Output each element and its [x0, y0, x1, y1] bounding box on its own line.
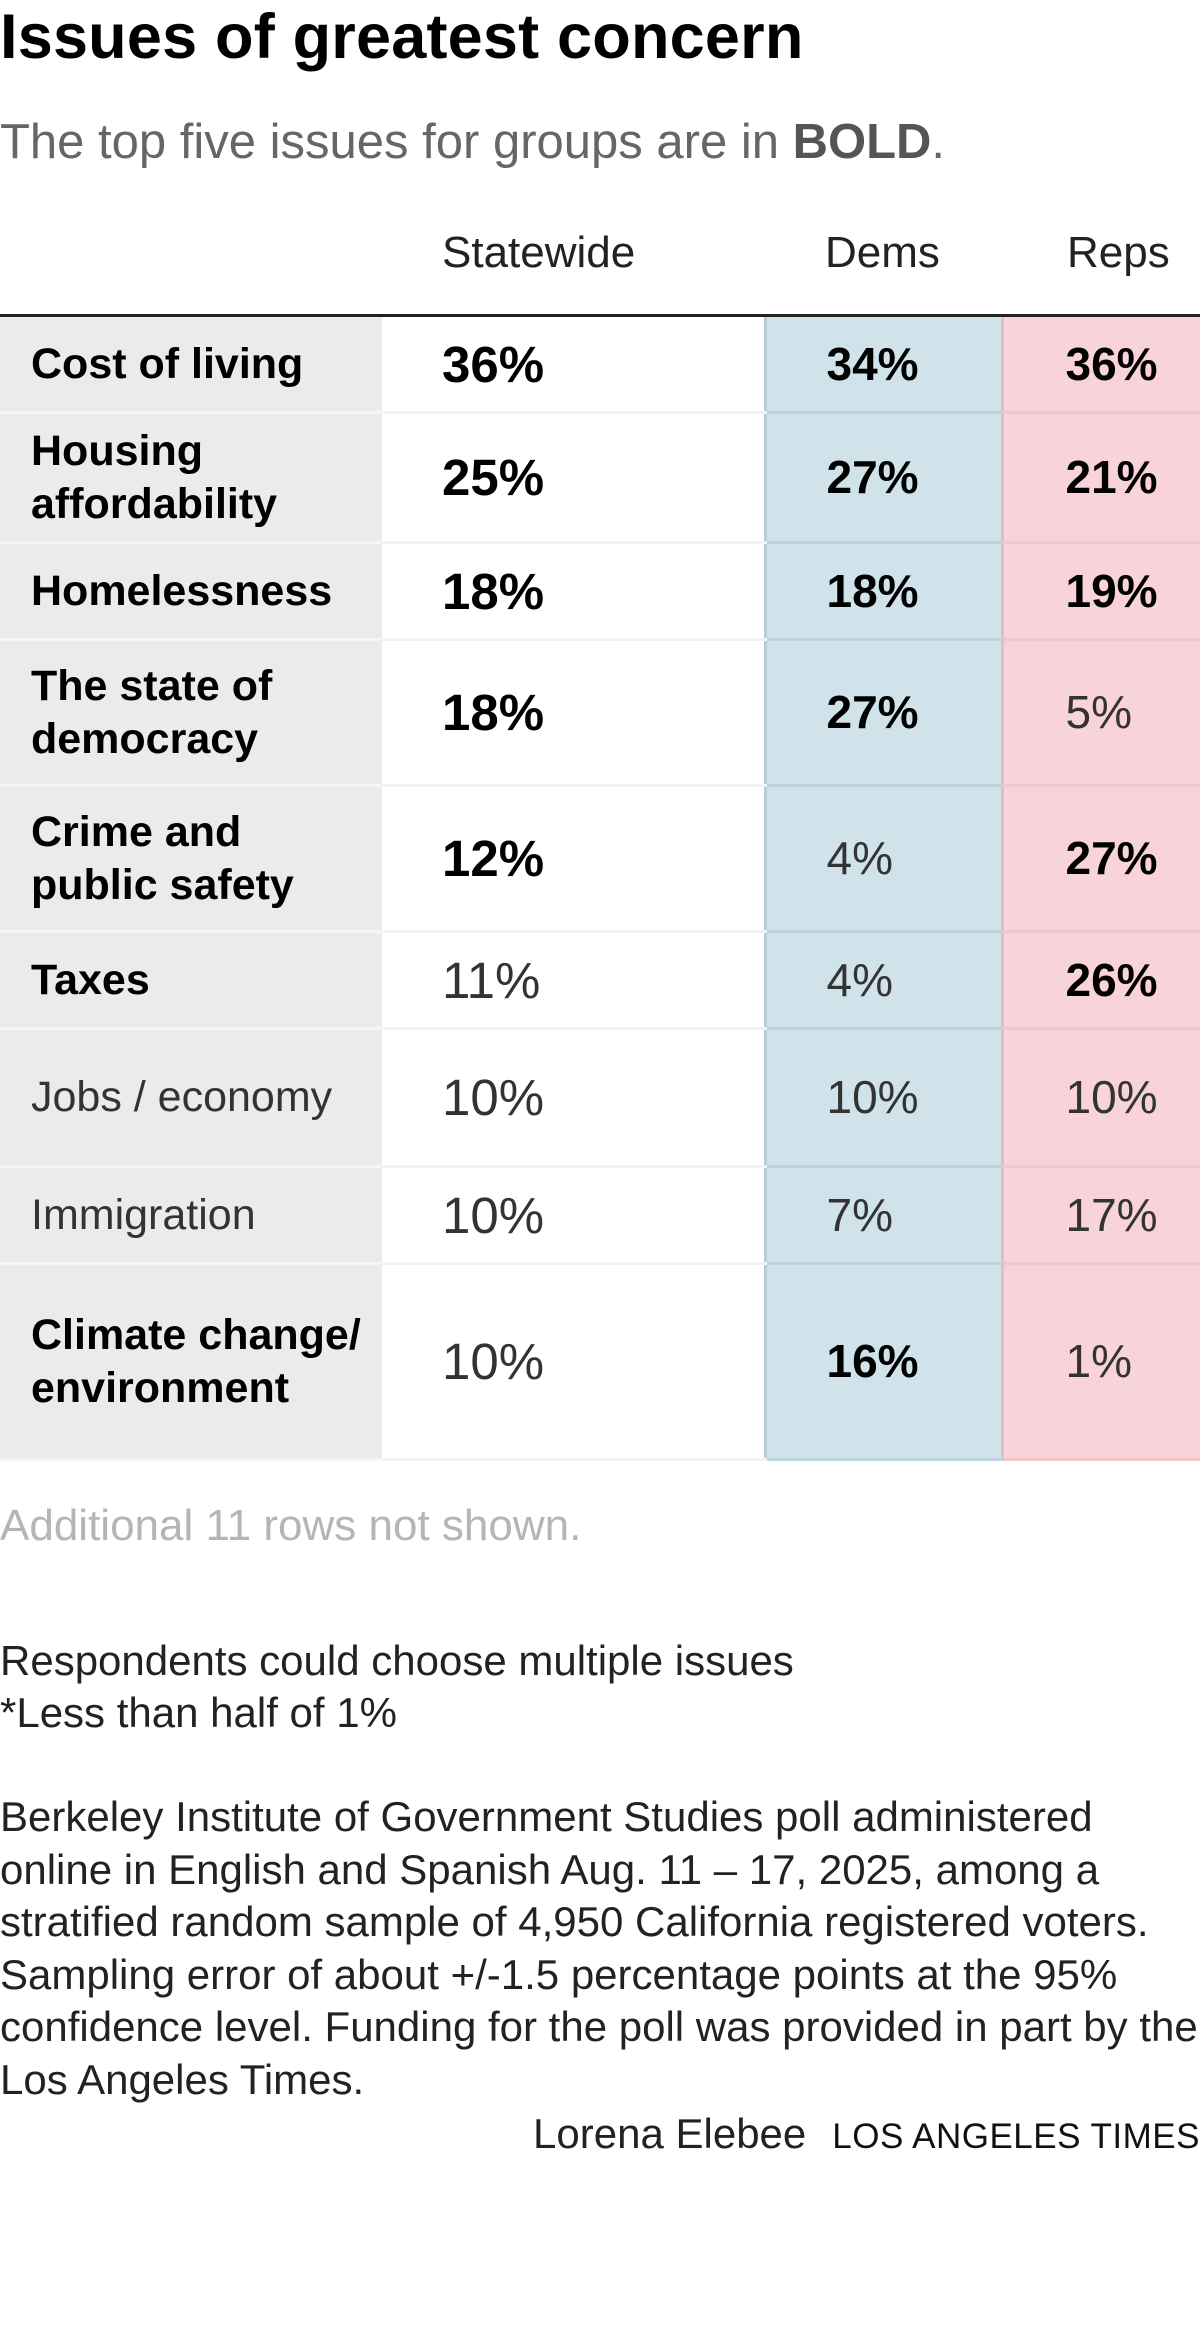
notes: Respondents could choose multiple issues… [0, 1635, 1200, 1739]
subtitle-text: The top five issues for groups are in [0, 115, 793, 169]
row-label: Homelessness [0, 542, 382, 641]
cell-statewide: 25% [382, 412, 765, 544]
row-label: Jobs / economy [0, 1028, 382, 1168]
row-label: Crime and public safety [0, 785, 382, 933]
page-title: Issues of greatest concern [0, 2, 804, 72]
issues-table-body: Cost of living 36% 34% 36% Housing affordabi… [0, 315, 1200, 1461]
issues-table: Statewide Dems Reps Cost of living 36% 34%… [0, 228, 1200, 1461]
table-row: Crime and public safety 12% 4% 27% [0, 785, 1200, 933]
cell-dems: 34% [763, 315, 1002, 414]
table-row: Taxes 11% 4% 26% [0, 931, 1200, 1030]
column-header-dems: Dems [765, 228, 1002, 317]
subtitle-end: . [931, 115, 946, 169]
table-row: Homelessness 18% 18% 19% [0, 542, 1200, 641]
column-header-reps: Reps [1002, 228, 1200, 317]
cell-statewide: 18% [382, 542, 765, 641]
brand-credit: LOS ANGELES TIMES [832, 2117, 1200, 2156]
row-label: Housing affordability [0, 412, 382, 544]
subtitle-bold-word: BOLD [792, 115, 932, 169]
column-header-issue [0, 228, 382, 317]
cell-reps: 1% [1000, 1263, 1200, 1461]
cell-statewide: 10% [382, 1028, 765, 1168]
cell-dems: 16% [763, 1263, 1002, 1461]
cell-reps: 27% [1000, 785, 1200, 933]
table-row: Housing affordability 25% 27% 21% [0, 412, 1200, 544]
cell-dems: 27% [763, 412, 1002, 544]
row-label: The state of democracy [0, 639, 382, 787]
graphic: Issues of greatest concern The top five … [0, 2, 1200, 2163]
cell-dems: 10% [763, 1028, 1002, 1168]
note-multiple-issues: Respondents could choose multiple issues [0, 1637, 794, 1684]
cell-reps: 19% [1000, 542, 1200, 641]
table-row: Climate change/ environment 10% 16% 1% [0, 1263, 1200, 1461]
subtitle: The top five issues for groups are in BO… [0, 114, 1200, 170]
row-label: Climate change/ environment [0, 1263, 382, 1461]
cell-statewide: 11% [382, 931, 765, 1030]
cell-dems: 4% [763, 931, 1002, 1030]
row-label: Taxes [0, 931, 382, 1030]
cell-reps: 26% [1000, 931, 1200, 1030]
cell-statewide: 12% [382, 785, 765, 933]
cell-statewide: 10% [382, 1166, 765, 1265]
cell-reps: 36% [1000, 315, 1200, 414]
cell-dems: 27% [763, 639, 1002, 787]
row-label: Immigration [0, 1166, 382, 1265]
cell-statewide: 36% [382, 315, 765, 414]
table-row: Cost of living 36% 34% 36% [0, 315, 1200, 414]
table-row: Immigration 10% 7% 17% [0, 1166, 1200, 1265]
table-row: Jobs / economy 10% 10% 10% [0, 1028, 1200, 1168]
column-header-statewide: Statewide [382, 228, 765, 317]
cell-dems: 4% [763, 785, 1002, 933]
source-text: Berkeley Institute of Government Studies… [0, 1793, 1198, 2103]
cell-statewide: 10% [382, 1263, 765, 1461]
additional-rows-note: Additional 11 rows not shown. [0, 1501, 582, 1550]
cell-statewide: 18% [382, 639, 765, 787]
note-less-than-half: *Less than half of 1% [0, 1689, 397, 1736]
author-credit: Lorena Elebee [533, 2110, 807, 2157]
cell-reps: 10% [1000, 1028, 1200, 1168]
cell-dems: 7% [763, 1166, 1002, 1265]
cell-dems: 18% [763, 542, 1002, 641]
credit-line: Lorena Elebee LOS ANGELES TIMES [0, 2108, 1200, 2163]
row-label: Cost of living [0, 315, 382, 414]
cell-reps: 21% [1000, 412, 1200, 544]
table-row: The state of democracy 18% 27% 5% [0, 639, 1200, 787]
cell-reps: 17% [1000, 1166, 1200, 1265]
cell-reps: 5% [1000, 639, 1200, 787]
table-header-row: Statewide Dems Reps [0, 228, 1200, 317]
